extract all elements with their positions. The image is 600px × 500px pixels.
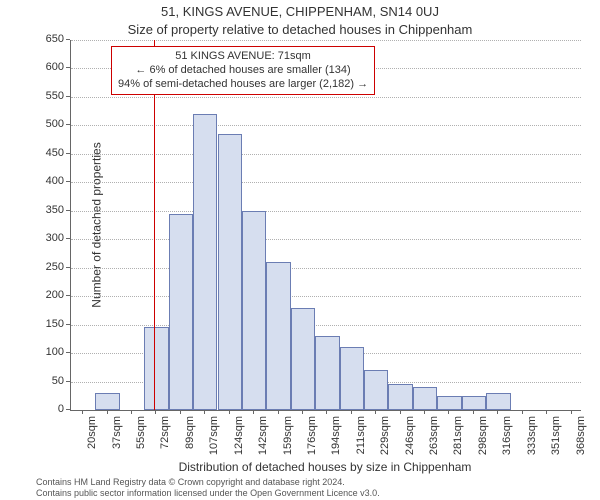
annotation-line: 51 KINGS AVENUE: 71sqm [118,50,368,64]
y-tick-label: 650 [4,33,64,45]
x-tick-label: 281sqm [452,416,464,466]
x-tick-label: 263sqm [428,416,440,466]
gridline [71,40,581,41]
histogram-bar [144,327,168,410]
histogram-bar [315,336,339,410]
histogram-bar [486,393,510,410]
x-tick-mark [253,410,254,414]
x-tick-mark [571,410,572,414]
x-tick-mark [326,410,327,414]
y-tick-label: 150 [4,318,64,330]
footer-line-2: Contains public sector information licen… [36,488,380,498]
gridline [71,325,581,326]
x-tick-label: 159sqm [282,416,294,466]
x-tick-mark [400,410,401,414]
histogram-bar [388,384,412,410]
gridline [71,154,581,155]
chart-supertitle: 51, KINGS AVENUE, CHIPPENHAM, SN14 0UJ [0,4,600,19]
x-tick-mark [375,410,376,414]
x-tick-label: 72sqm [159,416,171,466]
footer-line-1: Contains HM Land Registry data © Crown c… [36,477,380,487]
x-tick-mark [424,410,425,414]
x-tick-mark [155,410,156,414]
y-tick-label: 300 [4,232,64,244]
y-tick-label: 400 [4,175,64,187]
annotation-box: 51 KINGS AVENUE: 71sqm← 6% of detached h… [111,46,375,95]
y-tick-label: 0 [4,403,64,415]
histogram-bar [364,370,388,410]
x-tick-mark [473,410,474,414]
x-tick-label: 246sqm [404,416,416,466]
gridline [71,211,581,212]
x-tick-label: 229sqm [379,416,391,466]
x-tick-label: 211sqm [355,416,367,466]
plot-area: 51 KINGS AVENUE: 71sqm← 6% of detached h… [70,40,581,411]
y-tick-label: 550 [4,90,64,102]
x-tick-label: 194sqm [330,416,342,466]
x-tick-label: 107sqm [208,416,220,466]
x-tick-mark [497,410,498,414]
x-tick-label: 124sqm [233,416,245,466]
x-tick-label: 333sqm [526,416,538,466]
x-tick-mark [107,410,108,414]
histogram-bar [218,134,242,410]
histogram-bar [193,114,217,410]
y-tick-label: 450 [4,147,64,159]
chart-title: Size of property relative to detached ho… [0,22,600,37]
gridline [71,182,581,183]
marker-line [154,40,155,410]
histogram-bar [462,396,486,410]
x-tick-label: 351sqm [550,416,562,466]
gridline [71,97,581,98]
x-tick-mark [351,410,352,414]
x-tick-mark [131,410,132,414]
histogram-bar [437,396,461,410]
x-tick-mark [278,410,279,414]
x-tick-label: 142sqm [257,416,269,466]
histogram-bar [291,308,315,410]
y-tick-label: 200 [4,289,64,301]
y-tick-label: 500 [4,118,64,130]
y-tick-label: 50 [4,375,64,387]
chart-container: 51, KINGS AVENUE, CHIPPENHAM, SN14 0UJ S… [0,0,600,500]
gridline [71,125,581,126]
x-tick-label: 176sqm [306,416,318,466]
footer-attribution: Contains HM Land Registry data © Crown c… [36,477,380,498]
histogram-bar [266,262,290,410]
x-tick-label: 37sqm [111,416,123,466]
y-tick-label: 100 [4,346,64,358]
histogram-bar [340,347,364,410]
annotation-line: 94% of semi-detached houses are larger (… [118,78,368,92]
histogram-bar [95,393,119,410]
x-tick-label: 89sqm [184,416,196,466]
gridline [71,239,581,240]
y-tick-label: 600 [4,61,64,73]
x-tick-mark [302,410,303,414]
annotation-line: ← 6% of detached houses are smaller (134… [118,64,368,78]
x-tick-mark [448,410,449,414]
x-tick-mark [204,410,205,414]
histogram-bar [413,387,437,410]
x-tick-mark [180,410,181,414]
x-tick-mark [546,410,547,414]
histogram-bar [242,211,266,410]
y-tick-label: 250 [4,261,64,273]
y-tick-label: 350 [4,204,64,216]
x-tick-mark [522,410,523,414]
x-tick-mark [82,410,83,414]
histogram-bar [169,214,193,410]
x-tick-label: 298sqm [477,416,489,466]
x-tick-mark [229,410,230,414]
gridline [71,268,581,269]
x-tick-label: 316sqm [501,416,513,466]
x-tick-label: 20sqm [86,416,98,466]
x-tick-label: 55sqm [135,416,147,466]
x-tick-label: 368sqm [575,416,587,466]
gridline [71,296,581,297]
